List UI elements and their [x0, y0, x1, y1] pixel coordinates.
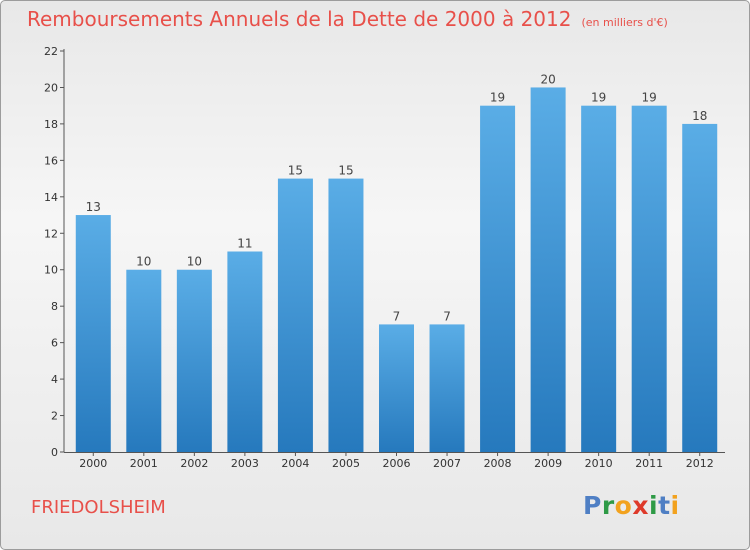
data-labels: 13 10 10 11 15 15 7 7 19 20 19 19 18 [86, 72, 708, 323]
y-tick-label: 6 [51, 337, 58, 350]
y-tick-label: 18 [44, 118, 58, 131]
logo-letter: i [670, 491, 680, 520]
bar-2003 [227, 251, 263, 452]
bar-2012 [682, 123, 718, 452]
y-tick-label: 4 [51, 373, 58, 386]
data-label: 11 [237, 237, 252, 251]
y-tick-label: 2 [51, 410, 58, 423]
bar-2000 [75, 215, 111, 452]
x-tick-label: 2002 [180, 457, 208, 470]
x-tick-label: 2003 [231, 457, 259, 470]
bar-2007 [429, 324, 465, 452]
x-tick-label: 2006 [383, 457, 411, 470]
x-tick-label: 2000 [79, 457, 107, 470]
bar-2002 [176, 269, 212, 452]
data-label: 19 [490, 91, 505, 105]
data-label: 15 [338, 164, 353, 178]
data-label: 13 [86, 200, 101, 214]
bar-2006 [379, 324, 414, 452]
y-tick-label: 14 [44, 191, 58, 204]
x-tick-label: 2012 [686, 457, 714, 470]
data-label: 10 [187, 255, 202, 269]
x-tick-label: 2004 [281, 457, 309, 470]
x-tick-label: 2005 [332, 457, 360, 470]
y-tick-label: 8 [51, 300, 58, 313]
bar-2011 [631, 105, 667, 452]
logo-letter: P [583, 491, 602, 520]
bar-2001 [126, 269, 162, 452]
bar-2010 [581, 105, 617, 452]
bar-2009 [530, 87, 566, 453]
commune-name: FRIEDOLSHEIM [31, 497, 166, 518]
data-label: 10 [136, 255, 151, 269]
x-tick-label: 2011 [635, 457, 663, 470]
y-tick-label: 16 [44, 154, 58, 167]
logo-letter: o [614, 491, 633, 520]
logo-letter: i [649, 491, 659, 520]
bars [75, 87, 718, 453]
data-label: 7 [443, 309, 451, 323]
chart-title: Remboursements Annuels de la Dette de 20… [27, 7, 572, 31]
logo-letter: r [601, 491, 615, 520]
x-tick-label: 2007 [433, 457, 461, 470]
y-tick-label: 12 [44, 227, 58, 240]
x-tick-label: 2010 [585, 457, 613, 470]
x-tick-label: 2001 [130, 457, 158, 470]
data-label: 20 [540, 72, 555, 86]
data-label: 19 [642, 91, 657, 105]
title-row: Remboursements Annuels de la Dette de 20… [27, 7, 668, 31]
data-label: 18 [692, 109, 707, 123]
proxiti-logo: Proxiti [583, 491, 680, 520]
chart-unit: (en milliers d'€) [581, 16, 668, 29]
y-tick-label: 0 [51, 446, 58, 459]
data-label: 15 [288, 164, 303, 178]
bar-2008 [480, 105, 516, 452]
logo-letter: x [632, 491, 649, 520]
x-tick-label: 2009 [534, 457, 562, 470]
logo-letter: t [658, 491, 671, 520]
y-tick-label: 22 [44, 45, 58, 58]
bar-2004 [277, 178, 313, 452]
axes: 0 2 4 6 8 10 12 14 16 18 20 22 2000 2001 2002 2003 2004 2… [44, 45, 725, 470]
data-label: 19 [591, 91, 606, 105]
y-tick-label: 10 [44, 264, 58, 277]
y-tick-label: 20 [44, 81, 58, 94]
x-tick-label: 2008 [484, 457, 512, 470]
bar-2005 [328, 178, 364, 452]
data-label: 7 [393, 309, 401, 323]
